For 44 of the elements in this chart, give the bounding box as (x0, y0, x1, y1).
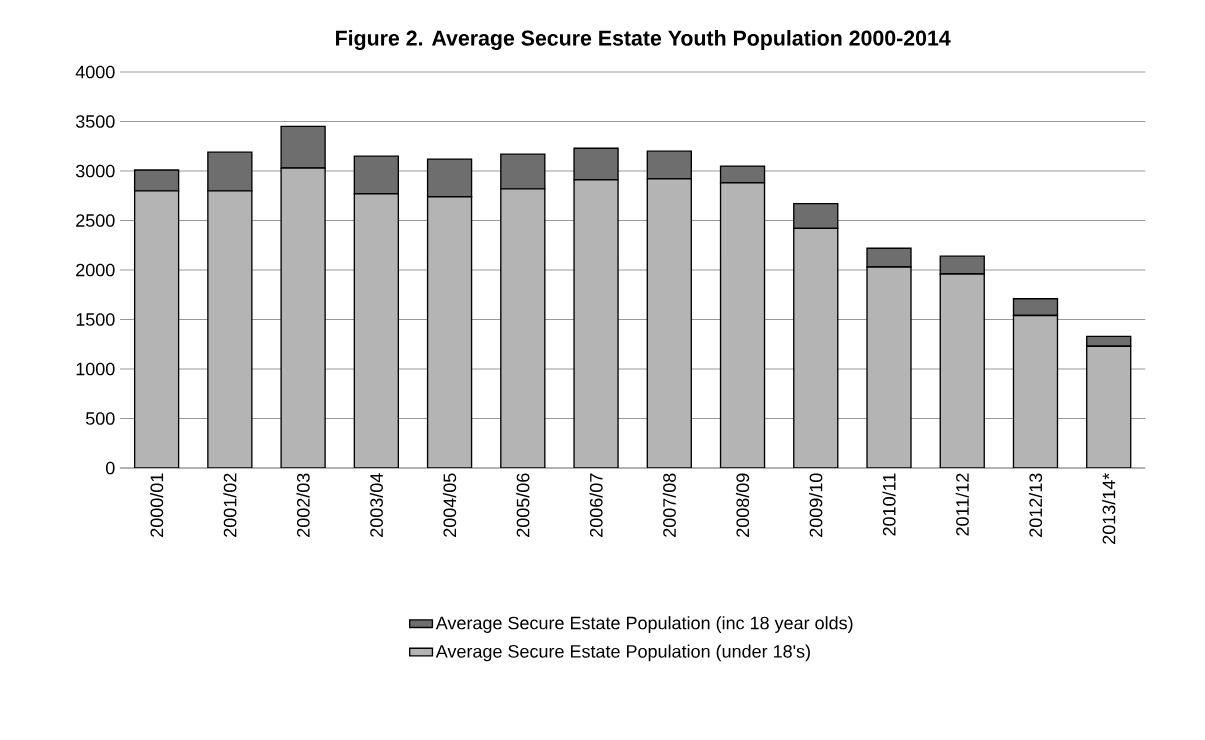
x-tick-label: 2005/06 (516, 473, 530, 537)
x-tick-label: 2011/12 (955, 473, 969, 536)
bar (940, 273, 985, 468)
legend-label: Average Secure Estate Population (inc 18 year olds) (435, 616, 853, 633)
x-tick-label: 2007/08 (662, 473, 676, 537)
y-tick-label: 2500 (76, 214, 115, 227)
bar (867, 267, 912, 468)
bar (1012, 298, 1059, 317)
bar (427, 196, 472, 468)
chart-title: Figure 2. Average Secure Estate Youth Population 2000-2014 (336, 30, 951, 50)
y-tick-label: 3500 (75, 115, 115, 128)
y-tick-label: 1500 (76, 313, 115, 326)
x-tick-label: 2010/11 (882, 473, 896, 536)
y-tick-label: 4000 (75, 65, 115, 79)
x-tick-label: 2001/02 (223, 473, 237, 537)
bar (866, 247, 912, 268)
legend-label: Average Secure Estate Population (under 18's) (435, 644, 810, 662)
x-tick-label: 2003/04 (369, 473, 383, 537)
x-tick-label: 2000/01 (150, 473, 164, 537)
x-tick-label: 2004/05 (442, 473, 457, 537)
bar (647, 178, 692, 468)
x-tick-label: 2006/07 (589, 473, 603, 537)
x-tick-label: 2009/10 (809, 473, 823, 537)
x-tick-label: 2013/14* (1102, 473, 1116, 544)
bar (1013, 315, 1058, 468)
x-tick-label: 2002/03 (296, 473, 310, 537)
bar (574, 179, 619, 468)
bar (793, 203, 839, 230)
bar (1086, 345, 1132, 468)
bar (354, 193, 399, 468)
bar (793, 228, 838, 468)
y-tick-label: 1000 (76, 362, 115, 376)
bar (207, 190, 252, 468)
x-tick-label: 2008/09 (735, 473, 750, 537)
bar (720, 182, 765, 468)
bar (500, 188, 545, 468)
y-tick-label: 500 (85, 412, 115, 425)
y-tick-label: 0 (106, 461, 115, 475)
x-tick-label: 2012/13 (1028, 473, 1043, 537)
y-tick-label: 3000 (75, 164, 115, 178)
bar (939, 255, 985, 275)
bar (281, 168, 326, 468)
y-tick-label: 2000 (76, 263, 115, 277)
bar (134, 190, 179, 468)
